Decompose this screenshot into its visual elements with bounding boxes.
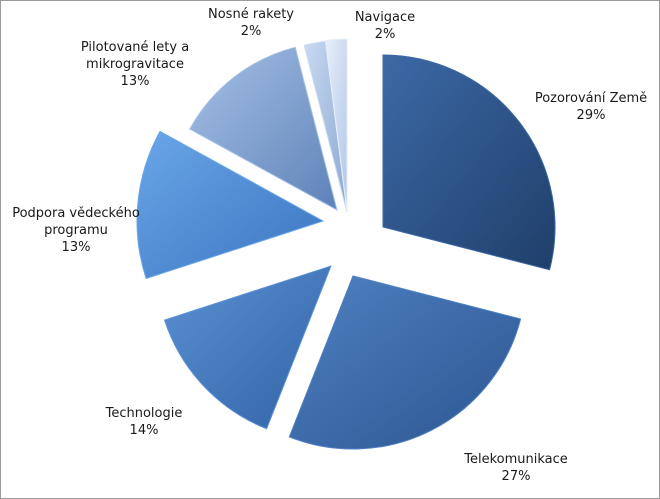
slice-label-line: Podpora vědeckého: [12, 206, 140, 221]
slice-value-text: 29%: [577, 108, 606, 123]
slice-label-2: Technologie 14%: [105, 406, 183, 438]
slice-label-line: Technologie: [105, 406, 183, 421]
slice-value-text: 13%: [62, 240, 91, 255]
slice-value-text: 2%: [375, 27, 396, 42]
pie-slice-0: [382, 54, 556, 271]
slice-label-line: Pozorování Země: [535, 91, 647, 106]
slice-label-line: mikrogravitace: [86, 57, 184, 72]
slice-label-5: Nosné rakety 2%: [208, 7, 294, 39]
pie-slice-6: [324, 38, 348, 212]
slice-value-text: 13%: [121, 74, 150, 89]
slice-value-text: 27%: [502, 469, 531, 484]
pie-slice-2: [163, 265, 332, 430]
slice-label-1: Telekomunikace 27%: [463, 452, 568, 484]
slice-label-line: programu: [44, 223, 108, 238]
slice-label-line: Telekomunikace: [463, 452, 568, 467]
pie-slice-4: [189, 46, 338, 211]
slice-label-line: Navigace: [355, 10, 415, 25]
pie-slice-1: [288, 275, 522, 450]
slice-label-4: Pilotované lety a mikrogravitace 13%: [81, 40, 189, 89]
slice-value-text: 14%: [130, 423, 159, 438]
slice-label-line: Nosné rakety: [208, 7, 294, 22]
slice-label-line: Pilotované lety a: [81, 40, 189, 55]
pie-slice-3: [136, 130, 325, 280]
slice-value-text: 2%: [241, 24, 262, 39]
slice-label-0: Pozorování Země 29%: [535, 91, 647, 123]
slice-label-6: Navigace 2%: [355, 10, 415, 42]
slice-label-3: Podpora vědeckého programu 13%: [12, 206, 140, 255]
